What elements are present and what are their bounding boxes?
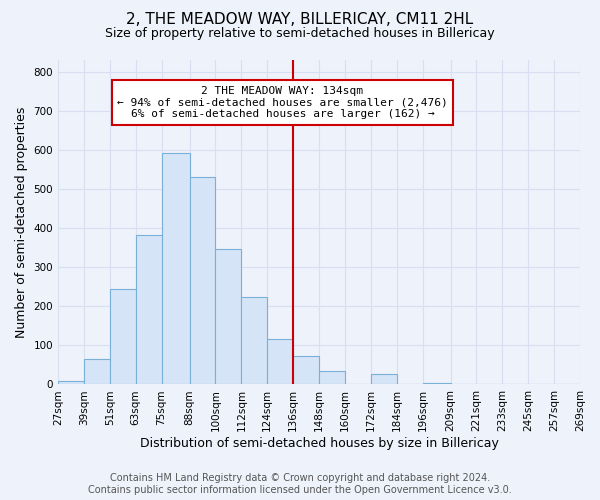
Bar xyxy=(190,178,215,384)
Bar xyxy=(110,288,136,384)
Bar xyxy=(58,380,84,384)
Bar xyxy=(161,152,190,384)
Text: Contains HM Land Registry data © Crown copyright and database right 2024.
Contai: Contains HM Land Registry data © Crown c… xyxy=(88,474,512,495)
Bar xyxy=(267,338,293,384)
Y-axis label: Number of semi-detached properties: Number of semi-detached properties xyxy=(15,106,28,338)
Bar xyxy=(241,298,267,384)
Bar xyxy=(293,356,319,384)
Bar xyxy=(84,359,110,384)
Bar xyxy=(422,382,451,384)
Bar xyxy=(136,234,161,384)
X-axis label: Distribution of semi-detached houses by size in Billericay: Distribution of semi-detached houses by … xyxy=(140,437,499,450)
Bar xyxy=(215,249,241,384)
Text: 2 THE MEADOW WAY: 134sqm
← 94% of semi-detached houses are smaller (2,476)
6% of: 2 THE MEADOW WAY: 134sqm ← 94% of semi-d… xyxy=(117,86,448,119)
Text: 2, THE MEADOW WAY, BILLERICAY, CM11 2HL: 2, THE MEADOW WAY, BILLERICAY, CM11 2HL xyxy=(127,12,473,28)
Bar xyxy=(319,371,345,384)
Bar xyxy=(371,374,397,384)
Text: Size of property relative to semi-detached houses in Billericay: Size of property relative to semi-detach… xyxy=(105,28,495,40)
